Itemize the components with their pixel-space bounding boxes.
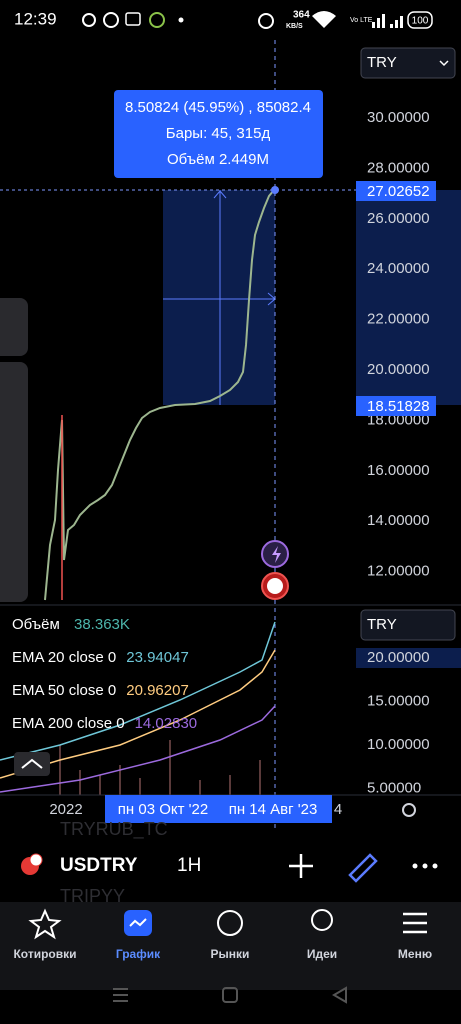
tooltip-volume: Объём 2.449M [167, 151, 269, 168]
side-button[interactable] [0, 298, 28, 356]
indicator-axis-label: 10.00000 [367, 736, 430, 753]
collapse-arrow [21, 758, 43, 769]
volume-value: 38.363K [74, 616, 130, 633]
axis-range-highlight [356, 190, 461, 405]
nav-icon[interactable] [217, 910, 243, 936]
dropdown-arrow [439, 60, 449, 67]
time-range-highlight [105, 795, 332, 823]
low-label-bg [356, 396, 436, 416]
add-button[interactable] [289, 854, 313, 878]
current-price: 27.02652 [367, 183, 430, 200]
indicator-axis-label: 20.00000 [367, 649, 430, 666]
range-low: 18.51828 [367, 398, 430, 415]
time-label: 4 [334, 801, 342, 818]
nav-label[interactable]: Идеи [307, 947, 337, 961]
ema50-line [0, 649, 276, 779]
clock: 12:39 [14, 9, 57, 28]
price-axis-label: 26.00000 [367, 210, 430, 227]
price-axis-label: 24.00000 [367, 260, 430, 277]
nav-icon-glyph [129, 918, 147, 927]
currency: TRY [367, 54, 397, 71]
ruler-button[interactable] [348, 853, 378, 883]
indicator-axis-label: 5.00000 [367, 779, 421, 796]
side-panel[interactable] [0, 362, 28, 602]
battery: 100 [412, 16, 429, 27]
time-label: пн 14 Авг '23 [229, 801, 318, 818]
status-icons [82, 11, 403, 29]
indicator-highlight [356, 648, 461, 668]
nav-labels: Котировки График Рынки Идеи Меню [13, 947, 432, 961]
watermark: TRIPYY [60, 886, 125, 906]
nav-icon[interactable] [311, 909, 333, 931]
ema-value: 23.94047 [126, 649, 189, 666]
time-label: 2022 [49, 801, 82, 818]
nav-label[interactable]: График [116, 947, 161, 961]
sys-back[interactable] [332, 986, 347, 1004]
volume-bars [59, 740, 261, 795]
nav-icon[interactable] [28, 908, 62, 940]
price-axis-label: 16.00000 [367, 462, 430, 479]
price-label-bg [356, 181, 436, 201]
battery-frame [407, 11, 433, 29]
tooltip [114, 90, 323, 178]
sys-recent[interactable] [113, 988, 128, 1002]
crosshair-point [271, 186, 279, 194]
more-button[interactable] [412, 863, 438, 869]
symbol[interactable]: USDTRY [60, 855, 138, 876]
tooltip-change: 8.50824 (45.95%) , 85082.4 [125, 99, 311, 116]
ema20-line [0, 621, 276, 761]
nav-label[interactable]: Меню [398, 947, 432, 961]
nav-label[interactable]: Котировки [13, 947, 76, 961]
price-axis-label: 30.00000 [367, 109, 430, 126]
event-bolt [272, 546, 281, 563]
price-axis-label: 20.00000 [367, 361, 430, 378]
ema200-line [0, 705, 276, 793]
ema-value: 14.02830 [135, 715, 198, 732]
ema-value: 20.96207 [126, 682, 189, 699]
speed: 364 [293, 10, 310, 21]
collapse-button[interactable] [14, 752, 50, 776]
bottom-nav [0, 902, 461, 990]
price-line [44, 189, 275, 601]
nav-label[interactable]: Рынки [211, 947, 250, 961]
indicator-currency-select[interactable] [360, 609, 456, 641]
ema-legend: EMA 20 close 0 23.94047 EMA 50 close 0 20.9… [12, 649, 197, 732]
watermark: TRYRUB_TC [60, 819, 168, 840]
indicator-axis-label: 15.00000 [367, 692, 430, 709]
ema-name: EMA 200 close 0 [12, 715, 125, 732]
ema-name: EMA 20 close 0 [12, 649, 116, 666]
settings-icon[interactable] [402, 803, 416, 817]
sys-home[interactable] [222, 987, 238, 1003]
price-axis-label: 28.00000 [367, 159, 430, 176]
speed-unit: KB/S [286, 23, 303, 30]
network: Vo LTE [350, 17, 373, 24]
price-axis-label: 22.00000 [367, 311, 430, 328]
price-axis-label: 12.00000 [367, 563, 430, 580]
tooltip-bars: Бары: 45, 315д [166, 125, 271, 142]
interval[interactable]: 1H [177, 855, 201, 876]
time-label: пн 03 Окт '22 [118, 801, 208, 818]
nav-icon[interactable] [403, 912, 427, 934]
currency-select[interactable] [360, 47, 456, 79]
symbol-flag-small [29, 853, 43, 867]
measure-range [163, 190, 275, 405]
indicator-currency: TRY [367, 616, 397, 633]
ema-name: EMA 50 close 0 [12, 682, 116, 699]
price-axis-label: 14.00000 [367, 512, 430, 529]
flag [267, 578, 283, 594]
indicator-axis: 20.00000 15.00000 10.00000 5.00000 [367, 649, 430, 797]
volume-name: Объём [12, 616, 60, 633]
